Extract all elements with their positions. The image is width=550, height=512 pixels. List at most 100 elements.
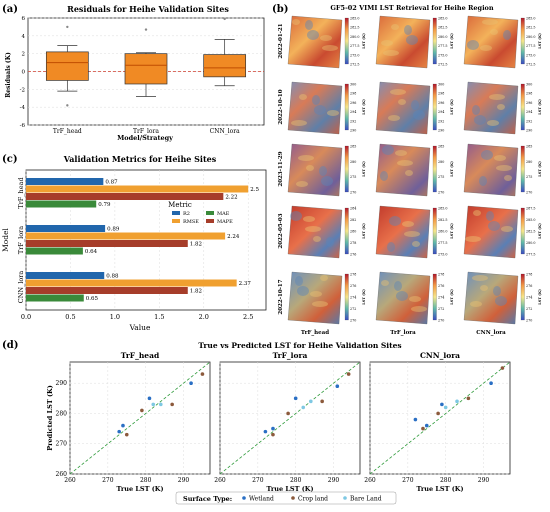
panel-b-colorbar-tick: 274 xyxy=(438,296,444,300)
panel-d-plot-area xyxy=(369,361,511,475)
panel-b-map-texture xyxy=(305,20,313,30)
panel-b-colorbar-tick: 285.0 xyxy=(438,17,447,21)
panel-b-colorbar-tick: 287.5 xyxy=(526,207,535,211)
panel-b-colorbar-label: LST (K) xyxy=(538,33,542,49)
panel-b-map-texture xyxy=(396,291,408,301)
panel-a-ytick-label: 4 xyxy=(22,34,26,40)
panel-c-title: Validation Metrics for Heihe Sites xyxy=(63,154,217,164)
panel-b-map-grid: 2022-01-21 285.0 282.5 280.0 277.5 275.0 272.5… xyxy=(278,15,542,336)
panel-b-colorbar xyxy=(432,17,437,65)
panel-b-colorbar-tick: 272 xyxy=(350,307,356,311)
panel-d-point xyxy=(500,366,505,370)
panel-c-bar-rmse xyxy=(26,279,237,287)
panel-a-outlier xyxy=(144,28,148,31)
panel-b-colorbar xyxy=(520,145,525,193)
panel-a-xticks: TrF_head TrF_lora CNN_lora xyxy=(53,128,240,135)
panel-b-colorbar xyxy=(432,207,437,255)
panel-b-map-image xyxy=(287,81,343,135)
panel-b-colorbar-tick: 275.0 xyxy=(438,253,447,257)
panel-c-bar-r2 xyxy=(26,178,104,185)
panel-c-ylabel: Model xyxy=(1,227,10,251)
panel-b-title: GF5-02 VIMI LST Retrieval for Heihe Regi… xyxy=(330,4,494,12)
panel-b-column-label: TrF_head xyxy=(301,330,329,336)
panel-b-colorbar-tick: 294 xyxy=(526,110,532,114)
panel-b-map-texture xyxy=(297,286,309,296)
panel-c-bar-value: 0.64 xyxy=(85,249,98,255)
panel-d-xlabel: True LST (K) xyxy=(266,485,313,493)
panel-b-colorbar-tick: 300 xyxy=(350,83,356,87)
panel-b-map-texture xyxy=(486,211,494,221)
panel-b-map-texture xyxy=(495,296,507,306)
panel-b-colorbar-tick: 282.5 xyxy=(526,26,535,30)
panel-b-map-texture xyxy=(479,176,487,186)
panel-b-map-image xyxy=(463,143,519,197)
panel-c-legend-swatch xyxy=(172,219,180,223)
panel-b-colorbar-tick: 276 xyxy=(438,284,444,288)
panel-d-ytick-label: 270 xyxy=(56,441,68,448)
panel-b-colorbar-tick: 280.0 xyxy=(526,241,535,245)
panel-d-scatter: (d) True vs Predicted LST for Heihe Vali… xyxy=(2,340,511,505)
panel-b-map-cell: 300 298 296 294 292 290 LST (K) xyxy=(463,81,542,135)
panel-b-map-texture xyxy=(473,210,481,216)
panel-b-colorbar-tick: 300 xyxy=(526,83,532,87)
panel-b-colorbar-tick: 274 xyxy=(350,296,356,300)
panel-d-point xyxy=(170,402,174,407)
panel-c-yticks: TrF_head TrF_lora CNN_lora xyxy=(17,177,25,303)
panel-b-colorbar-tick: 292 xyxy=(438,119,444,123)
panel-b-colorbar-tick: 272.5 xyxy=(438,63,447,67)
panel-b-colorbar-tick: 292 xyxy=(526,119,532,123)
panel-b-colorbar xyxy=(520,273,525,321)
panel-b-map-texture xyxy=(305,226,321,232)
panel-b-colorbar xyxy=(344,207,349,255)
panel-d-point xyxy=(124,432,129,437)
panel-b-map-texture xyxy=(380,171,388,181)
panel-b-map-texture xyxy=(298,155,314,161)
panel-a-ylabel: Residuals (K) xyxy=(5,52,12,98)
panel-b-map-texture xyxy=(320,35,332,41)
panel-b-colorbar-label: LST (K) xyxy=(450,33,454,49)
panel-b-map-cell: 278 276 274 272 270 LST (K) xyxy=(375,271,454,325)
panel-b-colorbar-tick: 277.5 xyxy=(526,253,535,257)
panel-d-point xyxy=(335,384,340,389)
panel-d-point xyxy=(440,402,444,407)
panel-b-map-cell: 300 298 296 294 292 290 LST (K) xyxy=(375,81,454,135)
panel-b-map-texture xyxy=(296,181,308,187)
panel-a-ytick-label: 0 xyxy=(22,70,26,76)
panel-b-colorbar-tick: 290 xyxy=(350,129,356,133)
panel-b-colorbar-tick: 274 xyxy=(526,296,532,300)
panel-c-bar-value: 0.65 xyxy=(86,296,99,302)
panel-d-ytick-label: 280 xyxy=(56,410,68,417)
panel-a-xtick-label: CNN_lora xyxy=(210,128,240,135)
panel-b-map-cell: 300 298 296 294 292 290 LST (K) xyxy=(287,81,366,135)
panel-b-colorbar-tick: 280.0 xyxy=(526,35,535,39)
panel-d-point xyxy=(301,405,306,410)
panel-b-colorbar-tick: 276 xyxy=(350,284,356,288)
panel-a-ytick-label: -4 xyxy=(20,105,26,111)
panel-b-map-cell: 285 280 275 270 LST (K) xyxy=(463,143,542,197)
panel-c-bar-mape xyxy=(26,240,188,247)
panel-b-colorbar-tick: 272.5 xyxy=(526,63,535,67)
panel-b-colorbar-tick: 275 xyxy=(438,175,444,179)
panel-b-colorbar-tick: 270 xyxy=(438,319,444,323)
panel-b-colorbar-tick: 296 xyxy=(350,101,356,105)
panel-d-legend-marker xyxy=(343,496,347,500)
panel-c-bar-r2 xyxy=(26,272,105,279)
panel-d-point xyxy=(413,417,418,422)
panel-b-colorbar-tick: 277.5 xyxy=(438,241,447,245)
panel-b-map-texture xyxy=(381,280,389,286)
panel-b-colorbar-tick: 275.0 xyxy=(526,53,535,57)
panel-b-colorbar-tick: 285.0 xyxy=(526,218,535,222)
panel-d-legend-label: Crop land xyxy=(298,496,328,503)
panel-d-legend-label: Wetland xyxy=(249,496,274,503)
panel-c-bar-value: 1.82 xyxy=(190,242,202,248)
panel-b-colorbar-tick: 270 xyxy=(526,191,532,195)
panel-b-map-texture xyxy=(290,211,302,221)
panel-c-bar-value: 0.89 xyxy=(107,227,120,233)
panel-b-colorbar-tick: 278 xyxy=(438,273,444,277)
panel-b-colorbar-tick: 300 xyxy=(438,83,444,87)
panel-c-legend-title: Metric xyxy=(168,201,192,209)
panel-b-map-cell: 278 276 274 272 270 LST (K) xyxy=(287,271,366,325)
panel-b-colorbar-label: LST (K) xyxy=(450,161,454,177)
